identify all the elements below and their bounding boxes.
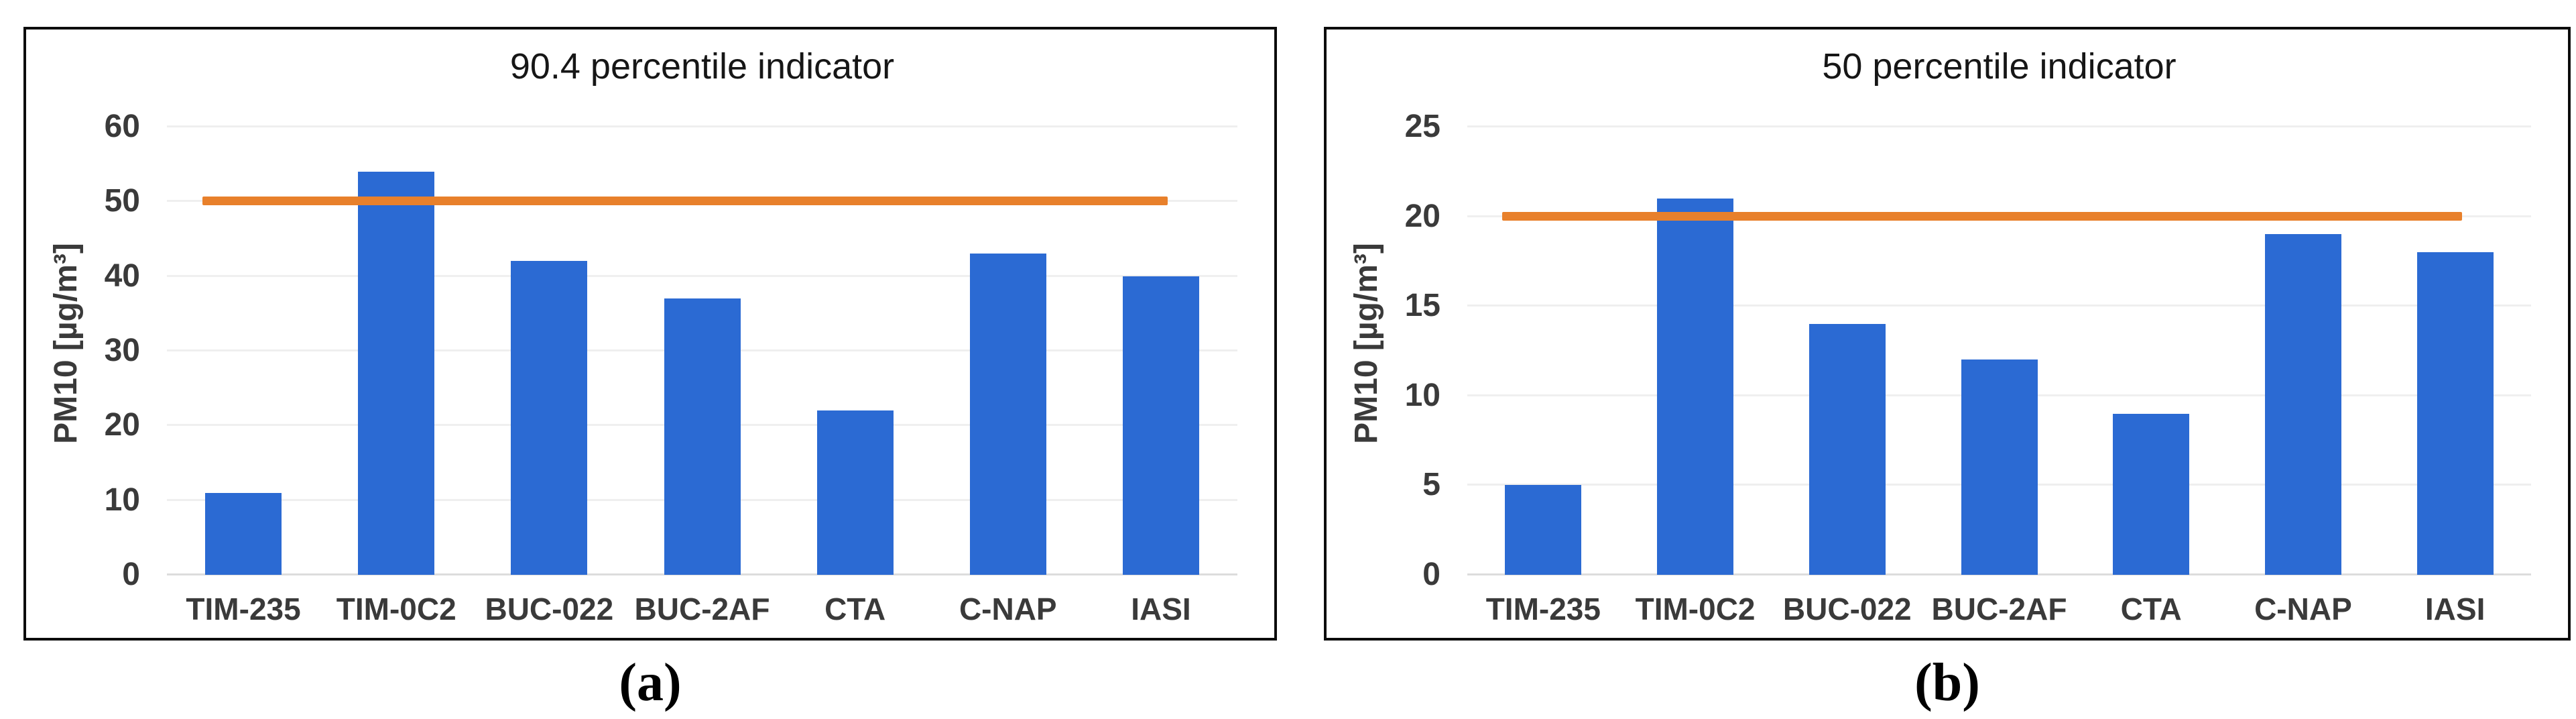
- x-tick-label-BUC-2AF: BUC-2AF: [634, 592, 770, 626]
- bar-CTA: [2113, 413, 2190, 575]
- limit-line: [202, 197, 1168, 206]
- x-tick-label-IASI: IASI: [2425, 592, 2486, 626]
- bar-IASI: [1122, 276, 1199, 575]
- x-tick-label-BUC-2AF: BUC-2AF: [1931, 592, 2067, 626]
- y-tick-label-20: 20: [1404, 198, 1440, 234]
- x-tick-label-BUC-022: BUC-022: [1782, 592, 1912, 626]
- bar-TIM-0C2: [1657, 198, 1734, 575]
- x-tick-label-TIM-235: TIM-235: [186, 592, 301, 626]
- gridline-40: [167, 274, 1237, 277]
- x-tick-label-TIM-235: TIM-235: [1485, 592, 1601, 626]
- y-tick-label-15: 15: [1404, 288, 1440, 324]
- plot-area-a: 0 10 20 30 40 50 60 TIM-235 TIM-0C2 BUC-022 BUC-2A…: [105, 110, 1237, 626]
- y-tick-label-60: 60: [104, 109, 140, 144]
- bar-TIM-235: [1505, 485, 1582, 575]
- subfigure-label-b: (b): [1914, 653, 1980, 712]
- plot-area-b: 0 5 10 15 20 25 TIM-235 TIM-0C2 BUC-022 BUC-2AF CT…: [1405, 110, 2531, 626]
- y-tick-label-20: 20: [104, 407, 140, 443]
- bar-TIM-235: [205, 492, 282, 575]
- x-tick-label-C-NAP: C-NAP: [959, 592, 1057, 626]
- y-tick-label-10: 10: [104, 482, 140, 518]
- bar-C-NAP: [2264, 234, 2341, 575]
- bar-BUC-022: [511, 261, 588, 575]
- bar-TIM-0C2: [358, 171, 435, 575]
- subfigure-label-a: (a): [619, 653, 682, 712]
- x-tick-label-TIM-0C2: TIM-0C2: [1635, 592, 1756, 626]
- y-tick-label-0: 0: [122, 557, 140, 592]
- bar-BUC-2AF: [1961, 360, 2038, 575]
- bar-IASI: [2416, 252, 2494, 575]
- x-tick-label-BUC-022: BUC-022: [485, 592, 614, 626]
- bar-BUC-022: [1808, 323, 1886, 575]
- gridline-15: [1467, 305, 2531, 307]
- y-tick-label-0: 0: [1422, 557, 1440, 592]
- y-tick-label-40: 40: [104, 258, 140, 294]
- chart-title-a: 90.4 percentile indicator: [509, 46, 895, 87]
- bar-C-NAP: [969, 254, 1046, 575]
- gridline-25: [1467, 125, 2531, 127]
- x-tick-label-CTA: CTA: [824, 592, 886, 626]
- chart-panel-a: 90.4 percentile indicator PM10 [µg/m³] 0…: [23, 27, 1277, 641]
- bar-CTA: [816, 410, 894, 575]
- x-tick-label-C-NAP: C-NAP: [2254, 592, 2352, 626]
- chart-title-b: 50 percentile indicator: [1822, 46, 2176, 87]
- y-tick-label-5: 5: [1422, 467, 1440, 503]
- x-tick-label-IASI: IASI: [1131, 592, 1191, 626]
- y-tick-label-10: 10: [1404, 377, 1440, 413]
- bar-BUC-2AF: [664, 298, 741, 575]
- y-tick-label-30: 30: [104, 333, 140, 368]
- x-tick-label-TIM-0C2: TIM-0C2: [336, 592, 456, 626]
- x-tick-label-CTA: CTA: [2120, 592, 2182, 626]
- limit-line: [1502, 211, 2462, 221]
- gridline-60: [167, 125, 1237, 127]
- y-tick-label-50: 50: [104, 183, 140, 219]
- y-tick-label-25: 25: [1404, 109, 1440, 144]
